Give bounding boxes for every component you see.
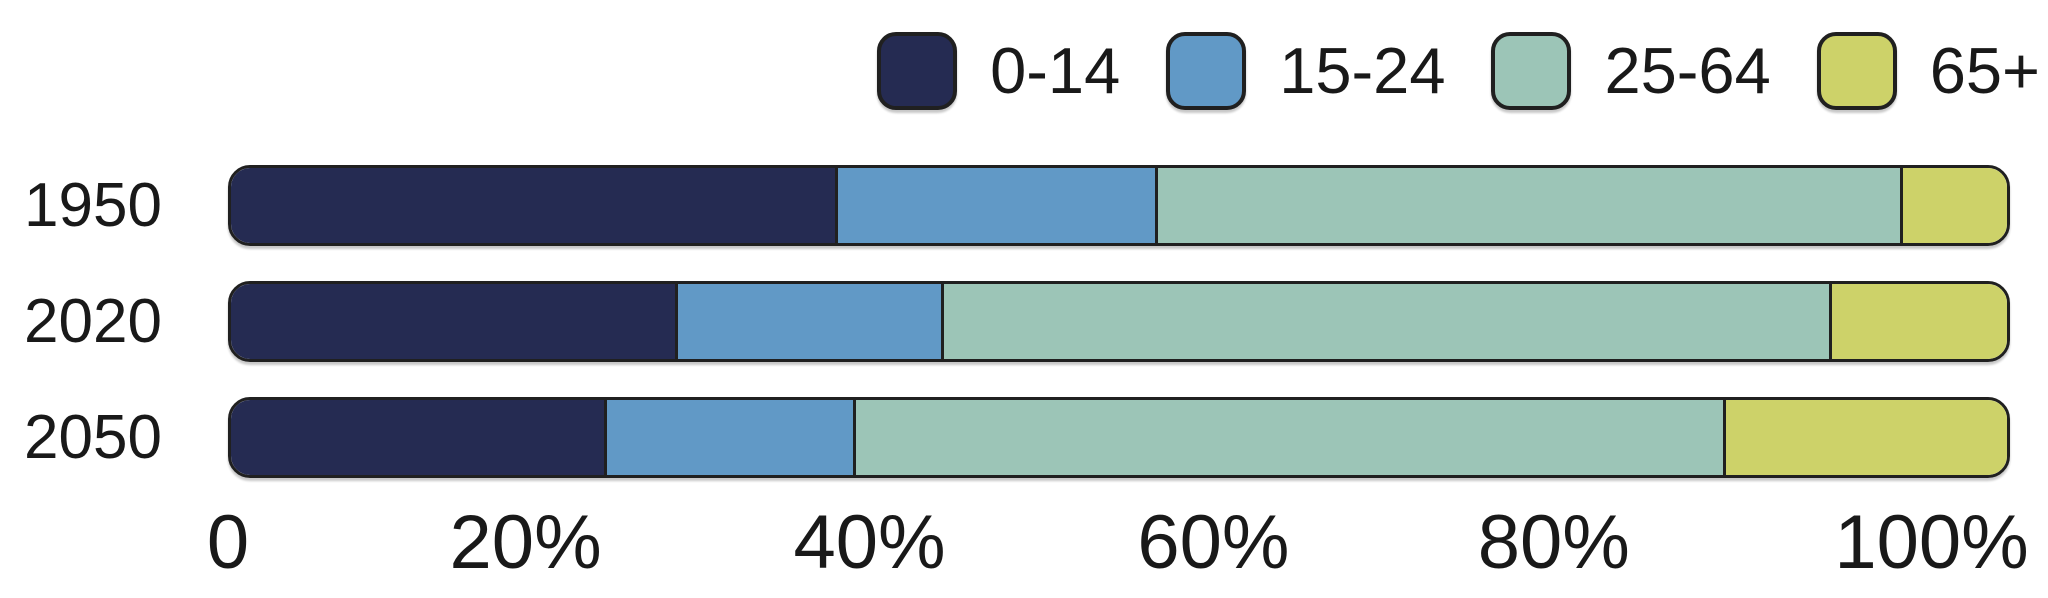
legend-swatch-25-64 — [1491, 32, 1572, 110]
bar-segment-2020-0-14 — [231, 284, 675, 359]
legend-label-25-64: 25-64 — [1604, 34, 1771, 107]
legend-item-0-14: 0-14 — [877, 26, 1120, 116]
bar-row-1950: 1950 — [0, 165, 2048, 246]
legend-label-65-: 65+ — [1929, 34, 2040, 107]
bar-stack-1950 — [228, 165, 2010, 246]
axis-tick-label-100-: 100% — [1834, 500, 2029, 585]
legend: 0-14 15-24 25-64 65+ — [877, 26, 2040, 116]
legend-swatch-15-24 — [1166, 32, 1247, 110]
bar-segment-2050-65- — [1722, 400, 2007, 475]
bar-row-2020: 2020 — [0, 281, 2048, 362]
year-label-1950: 1950 — [24, 171, 162, 240]
bar-segment-2050-0-14 — [231, 400, 604, 475]
legend-label-15-24: 15-24 — [1279, 34, 1446, 107]
axis-tick-label-0: 0 — [206, 500, 250, 585]
bar-stack-2020 — [228, 281, 2010, 362]
legend-swatch-65- — [1816, 32, 1897, 110]
bar-segment-2050-25-64 — [852, 400, 1723, 475]
axis-tick-label-40-: 40% — [793, 500, 946, 585]
bar-segment-1950-65- — [1900, 168, 2007, 243]
axis-tick-label-20-: 20% — [449, 500, 602, 585]
bar-segment-1950-0-14 — [231, 168, 835, 243]
legend-item-15-24: 15-24 — [1166, 26, 1445, 116]
legend-item-25-64: 25-64 — [1491, 26, 1771, 116]
bar-segment-2020-25-64 — [941, 284, 1830, 359]
bar-segment-2020-65- — [1829, 284, 2007, 359]
x-axis: 0 20% 40% 60% 80% 100% — [207, 500, 2029, 585]
bar-stack-2050 — [228, 397, 2010, 478]
bar-segment-2050-15-24 — [603, 400, 853, 475]
bar-segment-1950-15-24 — [834, 168, 1155, 243]
bar-row-2050: 2050 — [0, 397, 2048, 478]
axis-tick-label-80-: 80% — [1477, 500, 1630, 585]
year-label-2050: 2050 — [24, 403, 162, 472]
legend-item-65-: 65+ — [1816, 26, 2040, 116]
bar-segment-1950-25-64 — [1154, 168, 1901, 243]
bar-segment-2020-15-24 — [675, 284, 942, 359]
axis-tick-label-60-: 60% — [1137, 500, 1290, 585]
legend-swatch-0-14 — [877, 32, 958, 110]
year-label-2020: 2020 — [24, 287, 162, 356]
legend-label-0-14: 0-14 — [990, 34, 1121, 107]
